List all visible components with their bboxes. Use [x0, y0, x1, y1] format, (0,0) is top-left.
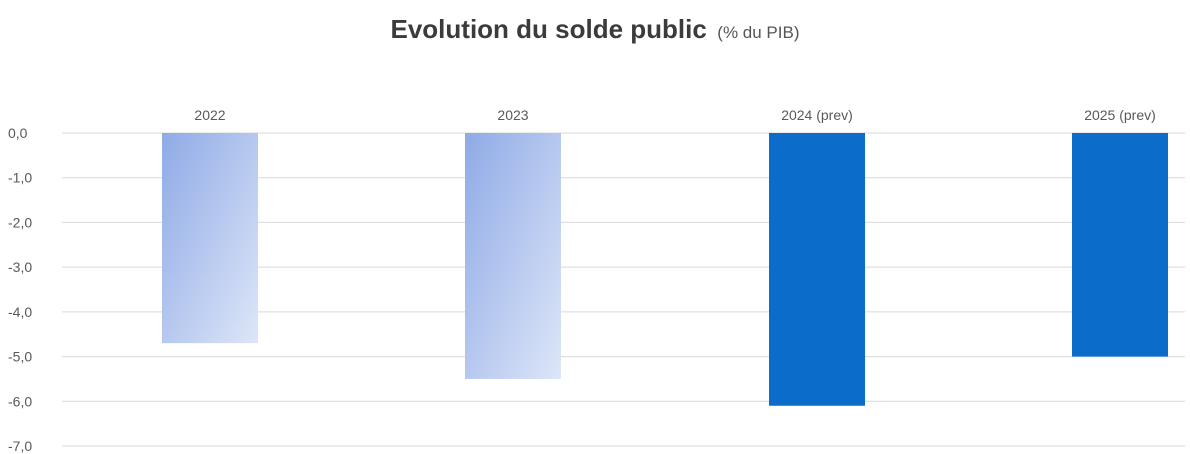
bar-2025-prev — [1072, 133, 1168, 357]
chart-title-main: Evolution du solde public — [390, 14, 707, 44]
bar-2023 — [465, 133, 561, 379]
category-labels: 2022 2023 2024 (prev) 2025 (prev) — [194, 107, 1155, 123]
category-label: 2023 — [497, 107, 528, 123]
y-axis-ticks: 0,0 -1,0 -2,0 -3,0 -4,0 -5,0 -6,0 -7,0 — [8, 125, 32, 454]
bar-2024-prev — [769, 133, 865, 406]
y-tick-label: -3,0 — [8, 259, 32, 275]
category-label: 2025 (prev) — [1084, 107, 1156, 123]
y-tick-label: -2,0 — [8, 214, 32, 230]
y-tick-label: -1,0 — [8, 170, 32, 186]
bars — [162, 133, 1168, 406]
category-label: 2022 — [194, 107, 225, 123]
category-label: 2024 (prev) — [781, 107, 853, 123]
y-tick-label: -7,0 — [8, 438, 32, 454]
y-tick-label: 0,0 — [8, 125, 28, 141]
y-tick-label: -6,0 — [8, 393, 32, 409]
bar-2022 — [162, 133, 258, 344]
y-tick-label: -4,0 — [8, 304, 32, 320]
chart-subtitle: (% du PIB) — [717, 23, 800, 42]
chart-title: Evolution du solde public (% du PIB) — [0, 14, 1190, 45]
y-tick-label: -5,0 — [8, 349, 32, 365]
